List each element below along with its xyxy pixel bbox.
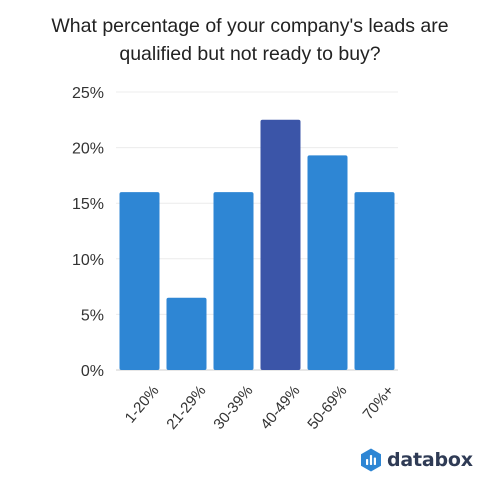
y-tick-label: 25% — [72, 85, 104, 102]
y-tick-label: 5% — [81, 307, 104, 324]
y-tick-label: 10% — [72, 252, 104, 269]
databox-logo-icon — [361, 448, 381, 472]
x-axis-ticks: 1-20% 21-29% 30-39% 40-49% 50-69% 70%+ — [122, 382, 398, 433]
bar-21-29 — [166, 297, 207, 370]
grid-lines — [116, 91, 398, 371]
bar-1-20 — [119, 192, 160, 370]
x-tick-label: 50-69% — [304, 382, 350, 433]
bars — [119, 119, 395, 370]
y-tick-label: 15% — [72, 196, 104, 213]
x-tick-label: 40-49% — [257, 382, 303, 433]
bar-30-39 — [213, 192, 254, 370]
x-tick-label: 1-20% — [122, 382, 163, 426]
chart-title: What percentage of your company's leads … — [0, 12, 500, 68]
x-tick-label: 21-29% — [163, 382, 209, 433]
chart-title-line-2: qualified but not ready to buy? — [119, 43, 381, 65]
brand-name: databox — [387, 449, 473, 471]
x-tick-label: 70%+ — [360, 382, 398, 423]
x-tick-label: 30-39% — [210, 382, 256, 433]
bar-50-69 — [307, 155, 348, 370]
databox-brand: databox — [360, 448, 473, 472]
bar-40-49 — [260, 119, 301, 370]
chart-title-line-1: What percentage of your company's leads … — [51, 15, 449, 37]
bar-70 — [354, 192, 395, 370]
y-tick-label: 0% — [81, 363, 104, 380]
y-tick-label: 20% — [72, 141, 104, 158]
y-axis-ticks: 0% 5% 10% 15% 20% 25% — [72, 85, 104, 380]
